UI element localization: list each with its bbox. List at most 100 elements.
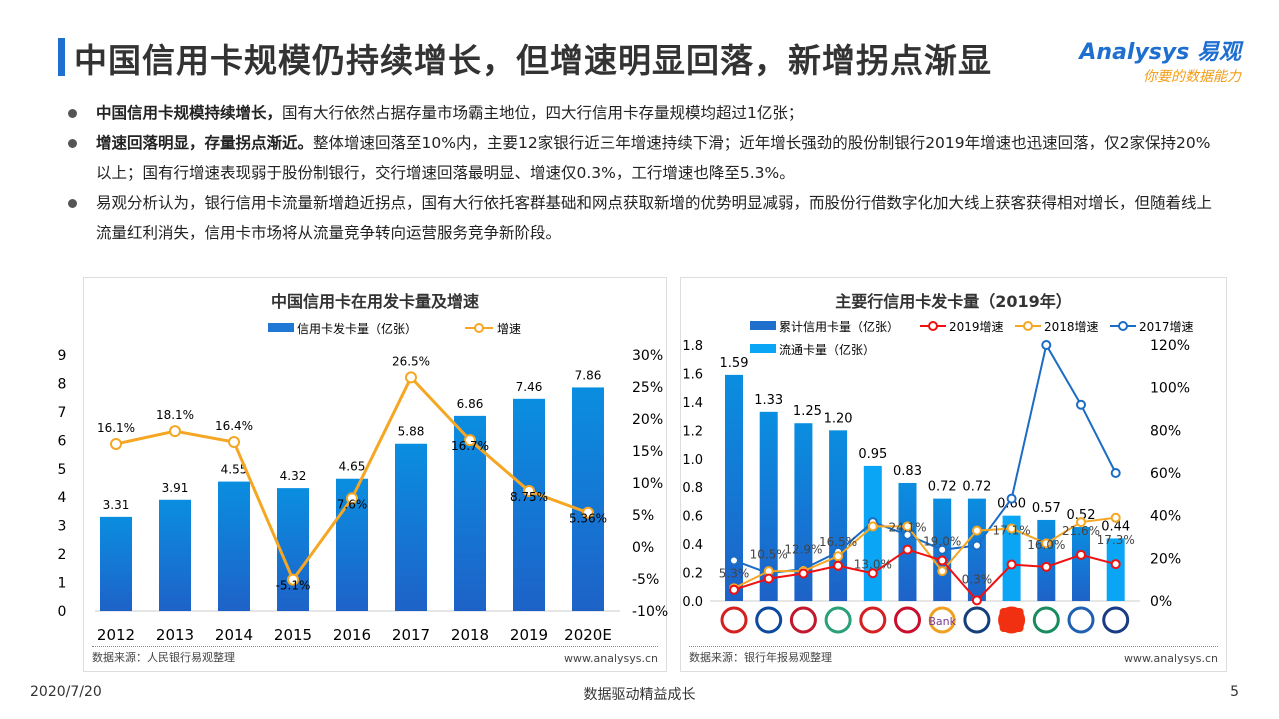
y2-tick-label: 20%	[632, 412, 663, 428]
abc-logo-icon	[824, 606, 852, 634]
bar-value-label: 1.20	[824, 411, 853, 426]
bar-value-label: 0.83	[893, 464, 922, 479]
growth-point	[1006, 559, 1017, 570]
growth-point	[1041, 538, 1052, 549]
growth-label-2019: 17.3%	[1097, 533, 1135, 547]
growth-point	[1110, 468, 1121, 478]
growth-point	[902, 521, 913, 532]
y-tick-label: 1.8	[682, 339, 703, 354]
bar-value-label: 6.86	[457, 397, 484, 411]
y2-tick-label: 80%	[1150, 423, 1181, 439]
growth-label-2019: 17.1%	[993, 524, 1031, 538]
data-source: 数据来源：银行年报易观整理	[689, 651, 832, 664]
growth-point	[523, 485, 535, 497]
website: www.analysys.cn	[1124, 652, 1218, 665]
legend-marker	[928, 321, 938, 331]
y-tick-label: 0.4	[682, 538, 703, 553]
growth-point	[867, 521, 878, 532]
growth-line	[733, 516, 1116, 590]
x-tick-label: 2018	[451, 626, 489, 644]
legend-label: 2019增速	[949, 320, 1004, 334]
analysys-logo: Analysys 易观 你要的数据能力	[1079, 34, 1241, 86]
y2-tick-label: 15%	[632, 444, 663, 460]
growth-label-2019: 12.9%	[784, 542, 822, 556]
growth-label-2019: 13.0%	[854, 557, 892, 571]
chart-title: 主要行信用卡发卡量（2019年）	[835, 292, 1072, 311]
legend-label: 2017增速	[1139, 320, 1194, 334]
y2-tick-label: 5%	[632, 508, 654, 524]
growth-label-2019: 5.3%	[719, 567, 750, 581]
legend-label: 流通卡量（亿张）	[779, 342, 875, 357]
bar	[395, 443, 427, 611]
x-tick-label: 2013	[156, 626, 194, 644]
bar-value-label: 1.59	[720, 356, 749, 371]
bullet-bold: 增速回落明显，存量拐点渐近。	[96, 134, 314, 152]
growth-point	[971, 525, 982, 536]
y-tick-label: 1.6	[682, 367, 703, 382]
growth-point	[867, 568, 878, 579]
growth-label: 16.4%	[215, 419, 253, 433]
logo-slogan: 你要的数据能力	[1143, 69, 1241, 85]
growth-label-2019: 16.5%	[819, 535, 857, 549]
growth-point	[1110, 559, 1121, 570]
bar	[1106, 538, 1125, 601]
growth-point	[937, 544, 948, 555]
y-tick-label: 1	[58, 576, 67, 592]
y-tick-label: 1.0	[682, 453, 703, 468]
bar-value-label: 3.91	[162, 481, 189, 495]
bar-value-label: 0.52	[1067, 508, 1096, 523]
data-source: 数据来源：人民银行易观整理	[92, 651, 235, 664]
growth-point	[228, 436, 240, 449]
y-tick-label: 0.0	[682, 595, 703, 610]
growth-point	[937, 555, 948, 566]
citic-logo-icon	[894, 606, 921, 634]
bar	[1072, 527, 1090, 601]
y2-tick-label: 25%	[632, 380, 663, 396]
ceb-logo-icon	[928, 606, 956, 634]
bar	[513, 398, 545, 611]
x-tick-label: 2015	[274, 626, 312, 644]
y2-tick-label: 0%	[1150, 594, 1172, 610]
bar	[277, 488, 309, 611]
bar-value-label: 7.86	[575, 368, 602, 382]
title-accent-bar	[58, 38, 65, 76]
bar	[794, 423, 813, 601]
growth-line	[733, 342, 1117, 575]
growth-point	[937, 566, 948, 577]
y-tick-label: 0	[58, 604, 67, 620]
growth-label: 8.75%	[510, 490, 548, 504]
legend-swatch-bar	[268, 323, 294, 332]
bullet-list: 中国信用卡规模持续增长，国有大行依然占据存量市场霸主地位，四大行信用卡存量规模均…	[64, 98, 1214, 248]
growth-label: 16.1%	[97, 421, 135, 435]
legend-label: 信用卡发卡量（亿张）	[297, 321, 417, 336]
legend-label: 累计信用卡量（亿张）	[779, 319, 899, 334]
legend-swatch-bar	[750, 344, 776, 353]
growth-point	[1076, 549, 1086, 560]
growth-label-2019: 0.3%	[962, 572, 993, 586]
y2-tick-label: -5%	[632, 572, 659, 588]
pingan-logo-icon	[999, 608, 1024, 632]
y-tick-label: 3	[58, 519, 67, 535]
growth-point	[405, 371, 417, 384]
bar-value-label: 0.95	[858, 447, 887, 462]
growth-label-2019: 21.6%	[1062, 524, 1100, 538]
y-tick-label: 1.4	[682, 396, 703, 411]
bar-value-label: 4.32	[280, 469, 307, 483]
logo-text: Analysys 易观	[1079, 40, 1241, 65]
growth-point	[1076, 399, 1086, 410]
y-tick-label: 7	[58, 405, 67, 421]
bar-value-label: 4.55	[221, 463, 248, 477]
legend-marker	[1118, 321, 1128, 331]
growth-label-2019: 16.0%	[1027, 538, 1065, 552]
y-tick-label: 6	[58, 433, 67, 449]
growth-point	[798, 568, 809, 579]
y2-tick-label: -10%	[632, 604, 668, 620]
growth-point	[169, 425, 181, 438]
x-tick-label: 2012	[97, 626, 135, 644]
bar-value-label: 7.46	[516, 380, 543, 394]
growth-label: 5.36%	[569, 512, 607, 526]
growth-label: 16.7%	[451, 439, 489, 453]
chart-title: 中国信用卡在用发卡量及增速	[270, 292, 479, 311]
growth-point	[582, 506, 594, 519]
growth-label: -5.1%	[276, 579, 311, 593]
